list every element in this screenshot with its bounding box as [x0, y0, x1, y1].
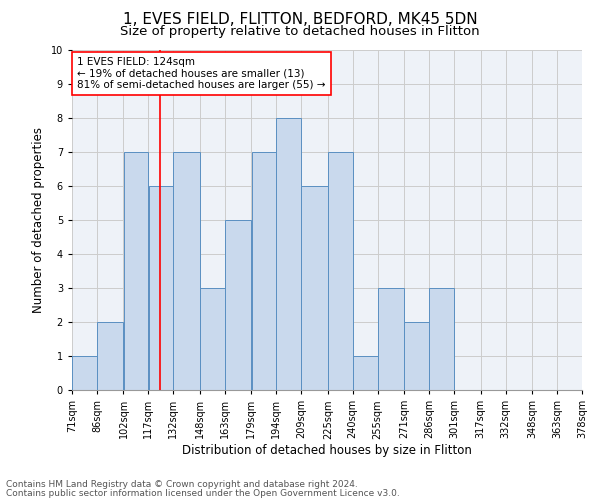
Bar [353, 356, 377, 390]
Bar [149, 186, 173, 390]
X-axis label: Distribution of detached houses by size in Flitton: Distribution of detached houses by size … [182, 444, 472, 457]
Text: Contains HM Land Registry data © Crown copyright and database right 2024.: Contains HM Land Registry data © Crown c… [6, 480, 358, 489]
Bar [72, 356, 97, 390]
Text: Contains public sector information licensed under the Open Government Licence v3: Contains public sector information licen… [6, 490, 400, 498]
Bar [404, 322, 429, 390]
Bar [328, 152, 353, 390]
Bar [429, 288, 454, 390]
Bar [225, 220, 251, 390]
Bar [97, 322, 124, 390]
Bar [200, 288, 225, 390]
Bar [378, 288, 404, 390]
Text: 1 EVES FIELD: 124sqm
← 19% of detached houses are smaller (13)
81% of semi-detac: 1 EVES FIELD: 124sqm ← 19% of detached h… [77, 57, 326, 90]
Text: 1, EVES FIELD, FLITTON, BEDFORD, MK45 5DN: 1, EVES FIELD, FLITTON, BEDFORD, MK45 5D… [122, 12, 478, 28]
Bar [124, 152, 148, 390]
Bar [301, 186, 328, 390]
Text: Size of property relative to detached houses in Flitton: Size of property relative to detached ho… [120, 25, 480, 38]
Y-axis label: Number of detached properties: Number of detached properties [32, 127, 45, 313]
Bar [277, 118, 301, 390]
Bar [173, 152, 200, 390]
Bar [251, 152, 276, 390]
